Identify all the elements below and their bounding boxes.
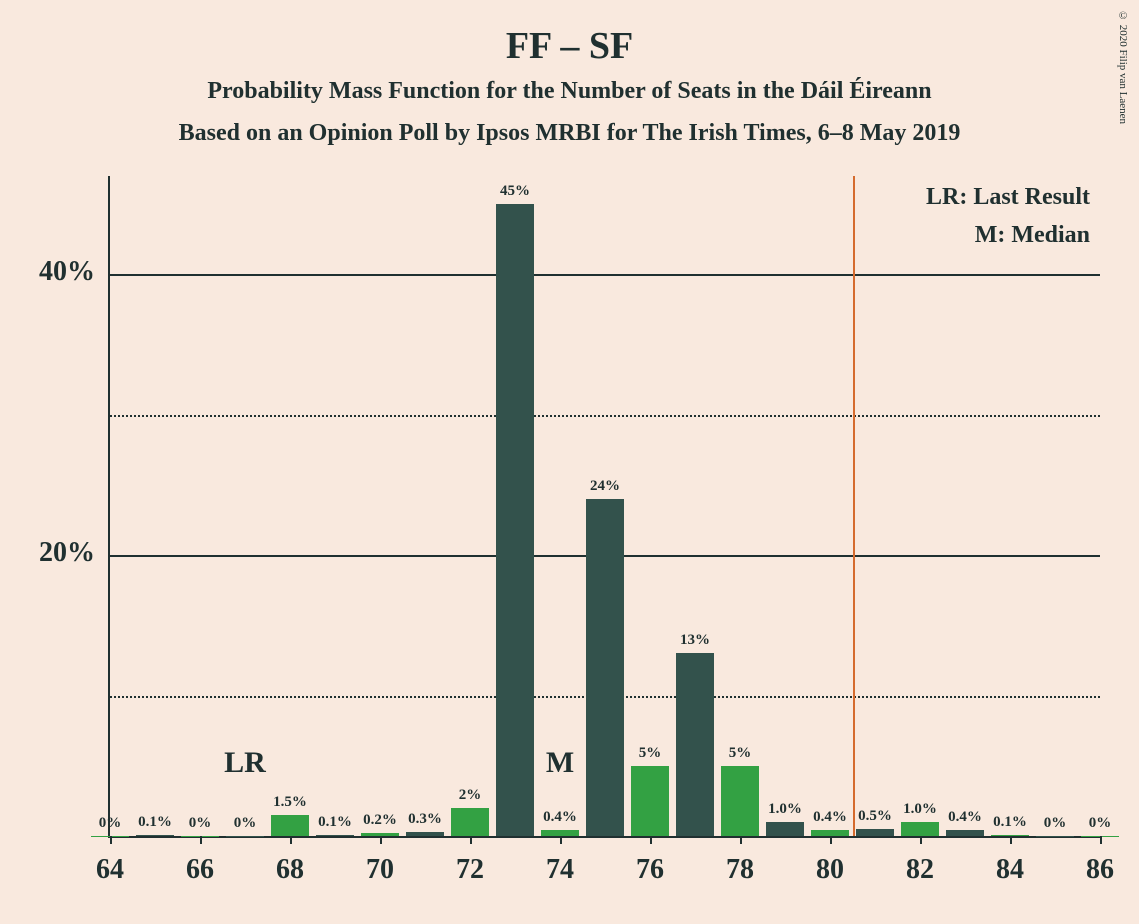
majority-marker-line: [853, 176, 855, 836]
chart-title: FF – SF: [0, 24, 1139, 68]
bar-value-label: 1.0%: [760, 801, 810, 818]
bar-value-label: 0%: [220, 815, 270, 832]
bar-value-label: 1.5%: [265, 794, 315, 811]
legend-lr: LR: Last Result: [110, 184, 1090, 211]
y-tick-label: 20%: [15, 537, 95, 569]
bar: [901, 822, 939, 836]
x-tick-mark: [560, 836, 562, 844]
x-tick-label: 84: [985, 854, 1035, 886]
x-tick-mark: [920, 836, 922, 844]
annotation-last-result: LR: [220, 746, 270, 780]
x-tick-mark: [1010, 836, 1012, 844]
x-tick-mark: [1100, 836, 1102, 844]
bar-value-label: 0%: [175, 815, 225, 832]
plot-area: 20%40%0%0.1%0%0%1.5%0.1%0.2%0.3%2%45%0.4…: [110, 176, 1100, 836]
bar-value-label: 0.2%: [355, 812, 405, 829]
x-tick-label: 68: [265, 854, 315, 886]
bar-value-label: 24%: [580, 478, 630, 495]
bar: [946, 830, 984, 836]
gridline-major: [110, 274, 1100, 276]
bar-value-label: 0.1%: [985, 814, 1035, 831]
bar: [496, 204, 534, 836]
x-tick-label: 80: [805, 854, 855, 886]
bar: [721, 766, 759, 836]
bar-value-label: 0.3%: [400, 811, 450, 828]
bar-value-label: 0.1%: [310, 814, 360, 831]
chart-subtitle-2: Based on an Opinion Poll by Ipsos MRBI f…: [0, 120, 1139, 147]
x-tick-mark: [650, 836, 652, 844]
bar: [1036, 836, 1074, 837]
x-tick-label: 76: [625, 854, 675, 886]
bar-value-label: 0%: [1030, 815, 1080, 832]
legend-m: M: Median: [110, 222, 1090, 249]
bar: [676, 653, 714, 836]
x-tick-label: 66: [175, 854, 225, 886]
copyright-text: © 2020 Filip van Laenen: [1117, 10, 1129, 124]
bar-value-label: 13%: [670, 632, 720, 649]
x-axis-line: [110, 836, 1100, 838]
bar: [856, 829, 894, 836]
x-tick-mark: [110, 836, 112, 844]
bar: [586, 499, 624, 836]
x-tick-label: 86: [1075, 854, 1125, 886]
annotation-median: M: [535, 746, 585, 780]
y-axis-line: [108, 176, 110, 838]
x-tick-label: 72: [445, 854, 495, 886]
x-tick-label: 78: [715, 854, 765, 886]
chart-container: FF – SF Probability Mass Function for th…: [0, 0, 1139, 924]
x-tick-label: 64: [85, 854, 135, 886]
x-tick-mark: [470, 836, 472, 844]
x-tick-mark: [380, 836, 382, 844]
gridline-minor: [110, 415, 1100, 417]
bar: [766, 822, 804, 836]
x-tick-mark: [290, 836, 292, 844]
bar-value-label: 0.4%: [535, 809, 585, 826]
bar-value-label: 1.0%: [895, 801, 945, 818]
bar-value-label: 0%: [85, 815, 135, 832]
bar-value-label: 0.1%: [130, 814, 180, 831]
bar-value-label: 5%: [625, 745, 675, 762]
bar-value-label: 0.4%: [805, 809, 855, 826]
x-tick-mark: [200, 836, 202, 844]
y-tick-label: 40%: [15, 256, 95, 288]
bar: [136, 835, 174, 836]
bar: [271, 815, 309, 836]
chart-subtitle-1: Probability Mass Function for the Number…: [0, 78, 1139, 105]
x-tick-label: 70: [355, 854, 405, 886]
x-tick-mark: [830, 836, 832, 844]
bar: [406, 832, 444, 836]
bar-value-label: 0.5%: [850, 808, 900, 825]
bar-value-label: 5%: [715, 745, 765, 762]
bar-value-label: 0%: [1075, 815, 1125, 832]
bar-value-label: 0.4%: [940, 809, 990, 826]
x-tick-mark: [740, 836, 742, 844]
x-tick-label: 82: [895, 854, 945, 886]
bar: [316, 835, 354, 836]
bar: [226, 836, 264, 837]
bar: [631, 766, 669, 836]
x-tick-label: 74: [535, 854, 585, 886]
bar-value-label: 2%: [445, 787, 495, 804]
bar: [451, 808, 489, 836]
